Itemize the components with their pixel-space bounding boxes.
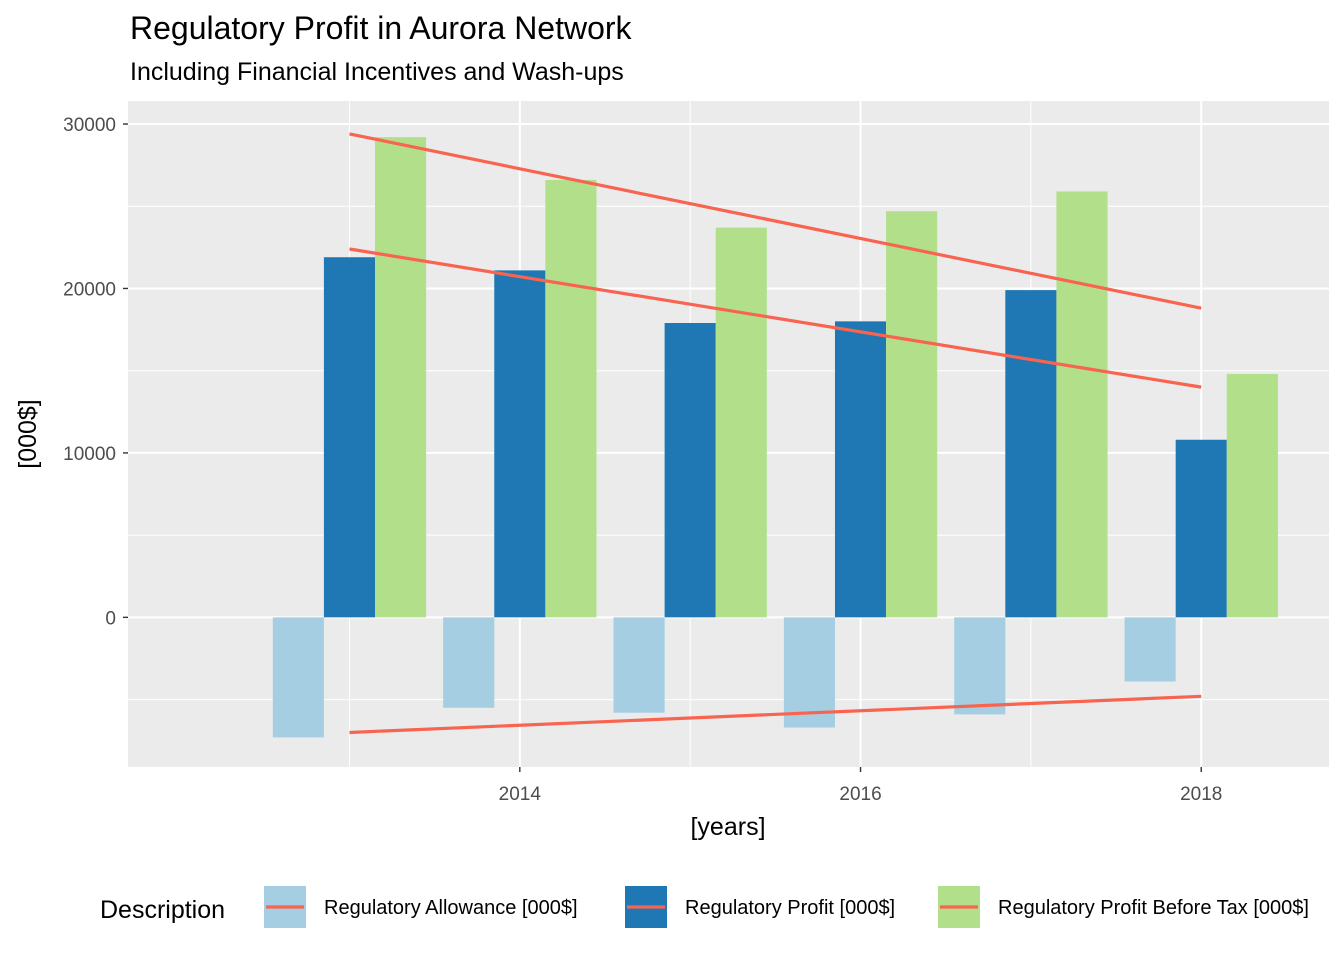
- legend-title: Description: [100, 896, 225, 924]
- x-tick-label: 2016: [839, 784, 881, 805]
- bar: [1005, 290, 1057, 618]
- bar: [715, 227, 767, 618]
- bar: [443, 617, 495, 708]
- x-tick-label: 2014: [499, 784, 542, 805]
- y-tick-label: 30000: [63, 115, 116, 136]
- legend-label: Regulatory Allowance [000$]: [324, 897, 578, 919]
- y-tick-label: 0: [105, 608, 116, 629]
- y-tick-label: 10000: [63, 444, 116, 465]
- chart-subtitle: Including Financial Incentives and Wash-…: [130, 58, 624, 86]
- bar: [272, 617, 324, 738]
- bar: [494, 270, 546, 618]
- x-tick-label: 2018: [1180, 784, 1222, 805]
- bar: [954, 617, 1006, 715]
- trend-lines: [349, 132, 1202, 735]
- legend-label: Regulatory Profit [000$]: [685, 897, 895, 919]
- bar: [783, 617, 835, 728]
- bar: [545, 179, 597, 618]
- trend-line: [349, 132, 1202, 310]
- bar: [1124, 617, 1176, 682]
- bar: [613, 617, 665, 713]
- chart-title: Regulatory Profit in Aurora Network: [130, 10, 632, 46]
- bar: [834, 321, 887, 618]
- x-axis-title: [years]: [690, 813, 765, 841]
- bar: [1226, 373, 1278, 618]
- bar: [886, 211, 938, 618]
- y-axis-ticks: 0 10000 20000 30000: [63, 115, 128, 629]
- legend: Description Regulatory Allowance [000$] R…: [100, 886, 1309, 928]
- bar: [664, 323, 716, 618]
- bar: [1175, 439, 1227, 618]
- bars: [272, 137, 1278, 738]
- x-axis-ticks: 2014 2016 2018: [499, 767, 1222, 805]
- trend-line: [349, 694, 1202, 735]
- y-axis-title: [000$]: [14, 399, 42, 469]
- legend-label: Regulatory Profit Before Tax [000$]: [998, 897, 1309, 919]
- trend-line: [349, 247, 1202, 389]
- bar: [1056, 191, 1108, 618]
- bar: [323, 257, 376, 618]
- y-tick-label: 20000: [63, 279, 116, 300]
- bar: [375, 137, 427, 618]
